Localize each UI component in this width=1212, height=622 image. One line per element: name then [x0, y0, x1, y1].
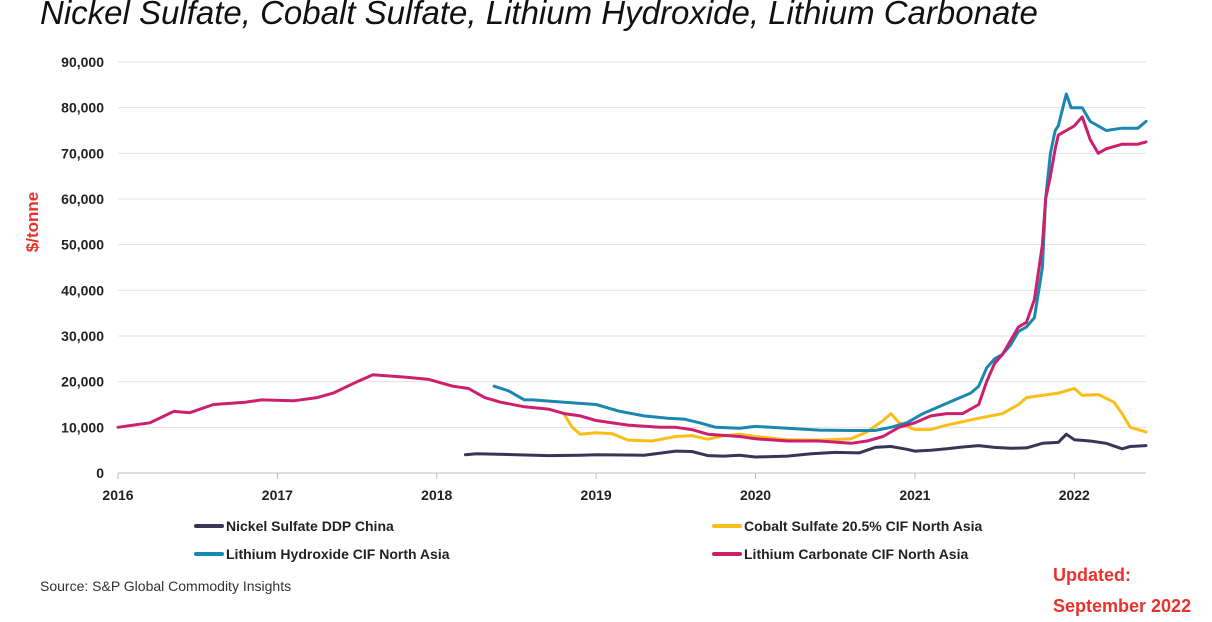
series-line-lithium-hydroxide-cif-north-asia [492, 92, 1148, 432]
legend-label: Lithium Hydroxide CIF North Asia [226, 546, 450, 562]
source-note: Source: S&P Global Commodity Insights [40, 578, 292, 594]
legend-swatch [712, 524, 742, 528]
y-tick-label: 10,000 [61, 419, 104, 435]
y-tick-label: 80,000 [61, 100, 104, 116]
y-tick-label: 40,000 [61, 282, 104, 298]
x-tick-label: 2020 [740, 487, 771, 503]
y-tick-label: 60,000 [61, 191, 104, 207]
updated-date: September 2022 [1053, 596, 1192, 616]
gridlines [118, 61, 1146, 428]
tick-labels: 0 10,000 20,000 30,000 40,000 50,000 60,000 70,… [61, 54, 1090, 503]
series-line-nickel-sulfate-ddp-china [463, 432, 1148, 459]
series-line-cobalt-sulfate-20-5-cif-north-asia [562, 387, 1148, 443]
x-tick-label: 2018 [421, 487, 452, 503]
legend-swatch [712, 552, 742, 556]
updated-note: Updated: September 2022 [1053, 560, 1191, 622]
x-tick-label: 2021 [899, 487, 930, 503]
y-tick-label: 70,000 [61, 145, 104, 161]
page-title: Nickel Sulfate, Cobalt Sulfate, Lithium … [40, 0, 1038, 31]
x-tick-label: 2016 [102, 487, 133, 503]
y-tick-label: 50,000 [61, 237, 104, 253]
updated-label: Updated: [1053, 565, 1131, 585]
y-tick-label: 30,000 [61, 328, 104, 344]
x-tick-label: 2019 [581, 487, 612, 503]
x-tick-label: 2022 [1059, 487, 1090, 503]
y-tick-label: 90,000 [61, 54, 104, 70]
y-axis-label: $/tonne [23, 192, 42, 252]
series-line-lithium-carbonate-cif-north-asia [116, 115, 1148, 445]
series-lines [116, 92, 1148, 459]
legend-item-lithium-hydroxide: Lithium Hydroxide CIF North Asia [194, 546, 450, 562]
legend-item-cobalt-sulfate: Cobalt Sulfate 20.5% CIF North Asia [712, 518, 982, 534]
axes [117, 472, 1146, 479]
legend-label: Nickel Sulfate DDP China [226, 518, 394, 534]
legend-item-nickel-sulfate: Nickel Sulfate DDP China [194, 518, 394, 534]
legend-swatch [194, 524, 224, 528]
legend-label: Lithium Carbonate CIF North Asia [744, 546, 969, 562]
x-tick-label: 2017 [262, 487, 293, 503]
legend-item-lithium-carbonate: Lithium Carbonate CIF North Asia [712, 546, 968, 562]
y-tick-label: 0 [96, 465, 104, 481]
legend-label: Cobalt Sulfate 20.5% CIF North Asia [744, 518, 983, 534]
legend-swatch [194, 552, 224, 556]
y-tick-label: 20,000 [61, 374, 104, 390]
